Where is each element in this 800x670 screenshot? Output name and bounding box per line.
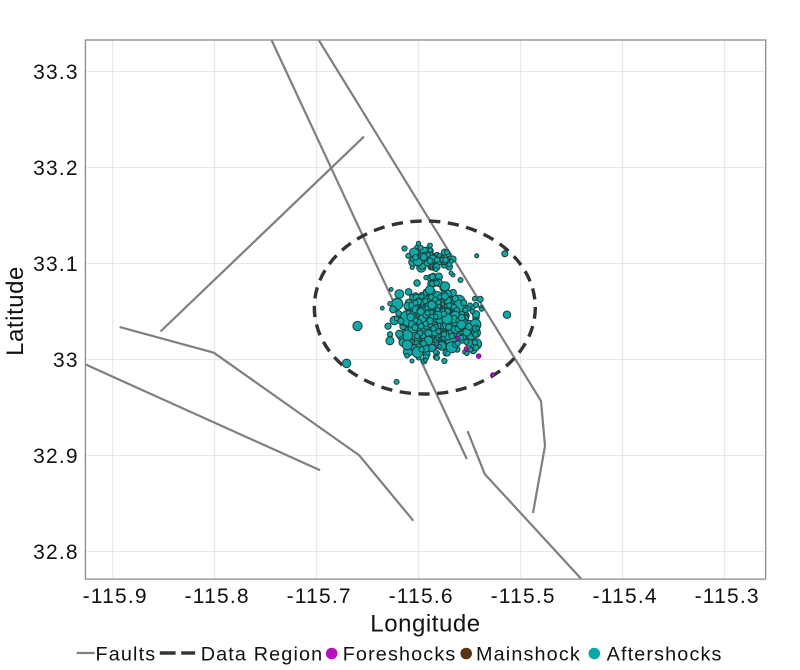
- svg-text:Foreshocks: Foreshocks: [343, 644, 457, 666]
- svg-text:-115.7: -115.7: [287, 585, 352, 608]
- svg-text:33: 33: [53, 349, 79, 372]
- svg-text:Mainshock: Mainshock: [476, 644, 581, 666]
- svg-text:-115.9: -115.9: [83, 585, 148, 608]
- svg-text:Aftershocks: Aftershocks: [607, 644, 723, 666]
- svg-text:-115.3: -115.3: [695, 585, 760, 608]
- svg-text:-115.6: -115.6: [389, 585, 454, 608]
- svg-text:-115.4: -115.4: [593, 585, 658, 608]
- svg-text:-115.5: -115.5: [491, 585, 556, 608]
- svg-text:33.2: 33.2: [33, 157, 79, 180]
- svg-text:32.8: 32.8: [33, 541, 79, 564]
- svg-text:Latitude: Latitude: [2, 266, 29, 356]
- svg-text:33.3: 33.3: [33, 61, 79, 84]
- svg-text:Data Region: Data Region: [201, 644, 324, 666]
- svg-text:32.9: 32.9: [33, 445, 79, 468]
- svg-text:Longitude: Longitude: [370, 610, 480, 637]
- svg-text:Faults: Faults: [96, 644, 157, 666]
- svg-text:33.1: 33.1: [33, 253, 79, 276]
- svg-text:-115.8: -115.8: [185, 585, 250, 608]
